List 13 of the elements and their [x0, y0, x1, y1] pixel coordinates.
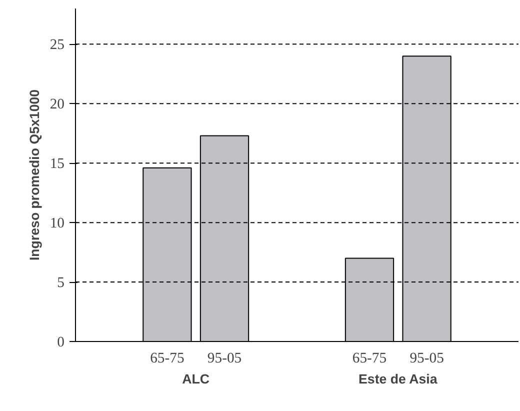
text: ALC: [182, 372, 210, 386]
y-tick-label: 20: [50, 96, 64, 113]
x-tick-label: 65-75: [150, 350, 184, 366]
text: Este de Asia: [358, 372, 438, 386]
x-tick-label: 95-05: [410, 350, 444, 366]
y-tick-label: 15: [50, 156, 64, 172]
x-tick-label: 65-75: [352, 350, 387, 366]
y-axis-title: Ingreso promedio Q5x1000: [26, 89, 42, 261]
x-tick-label: 95-05: [207, 350, 242, 366]
y-tick-label: 5: [57, 275, 64, 292]
y-tick-label: 0: [57, 334, 64, 350]
y-tick-label: 10: [50, 216, 64, 232]
y-tick-label: 25: [50, 37, 64, 54]
